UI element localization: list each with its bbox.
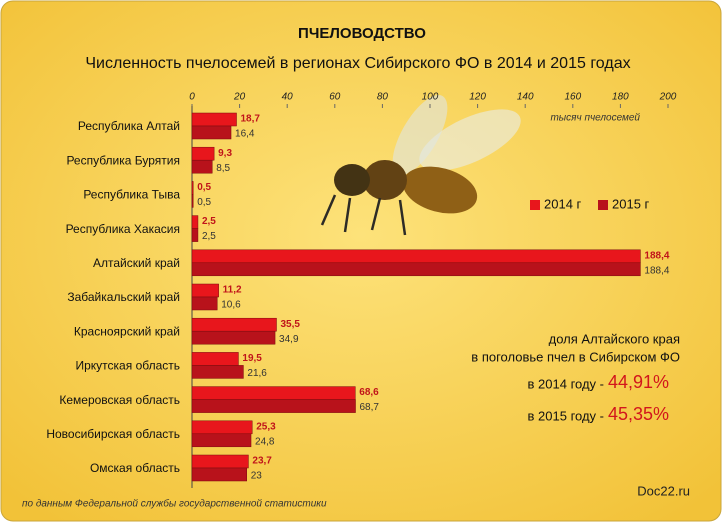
bar: [191, 283, 219, 298]
annotation: в 2015 году -: [528, 408, 604, 423]
bar: [191, 249, 641, 264]
x-tick-label: 180: [612, 92, 629, 103]
bar: [191, 296, 218, 311]
x-tick-label: 140: [517, 92, 534, 103]
bar: [191, 365, 244, 379]
x-tick-label: 160: [564, 92, 581, 103]
data-label: 23,7: [252, 456, 272, 467]
annotation: в 2014 году -: [528, 376, 604, 391]
x-tick-label: 0: [189, 92, 195, 103]
y-tick-label: Республика Алтай: [78, 119, 180, 133]
bar: [191, 420, 253, 435]
y-tick-label: Республика Тыва: [83, 188, 180, 202]
data-label: 10,6: [221, 300, 241, 311]
bar: [191, 146, 215, 161]
y-tick-label: Омская область: [90, 461, 180, 475]
data-label: 188,4: [644, 250, 669, 261]
bar: [191, 159, 213, 174]
chart-subtitle: Численность пчелосемей в регионах Сибирс…: [85, 55, 630, 72]
bar: [191, 386, 356, 400]
annotation-value: 45,35%: [608, 404, 669, 424]
data-label: 35,5: [280, 319, 300, 330]
data-label: 25,3: [256, 421, 276, 432]
y-tick-label: Республика Бурятия: [66, 153, 180, 167]
y-tick-label: Забайкальский край: [67, 290, 180, 304]
bar: [191, 194, 194, 208]
x-tick-label: 80: [377, 92, 389, 103]
annotation: в поголовье пчел в Сибирском ФО: [471, 349, 680, 364]
bar: [191, 352, 239, 366]
data-label: 34,9: [279, 334, 299, 345]
data-label: 11,2: [223, 285, 242, 296]
data-label: 23: [251, 471, 263, 482]
bar: [191, 433, 252, 448]
data-label: 0,5: [197, 197, 211, 208]
x-tick-label: 120: [469, 92, 486, 103]
data-label: 18,7: [241, 114, 261, 125]
bar: [191, 181, 194, 195]
y-tick-label: Иркутская область: [76, 359, 181, 373]
data-label: 2,5: [202, 216, 216, 227]
x-tick-label: 20: [233, 92, 246, 103]
data-label: 16,4: [235, 129, 255, 140]
annotation: доля Алтайского края: [549, 331, 680, 346]
y-tick-label: Алтайский край: [93, 256, 180, 270]
x-tick-label: 60: [329, 92, 341, 103]
axis-label: тысяч пчелосемей: [550, 113, 640, 124]
data-label: 188,4: [644, 265, 669, 276]
watermark: Doc22.ru: [637, 483, 690, 498]
y-tick-label: Кемеровская область: [59, 393, 180, 407]
bar: [191, 454, 249, 469]
data-label: 24,8: [255, 436, 275, 447]
data-label: 68,6: [359, 387, 379, 398]
y-tick-label: Республика Хакасия: [66, 222, 180, 236]
x-tick-label: 40: [282, 92, 294, 103]
bar: [191, 112, 237, 127]
bee-illustration: [320, 95, 521, 236]
x-tick-label: 200: [659, 92, 677, 103]
bar: [191, 330, 276, 345]
bar: [191, 262, 641, 277]
data-label: 8,5: [216, 163, 230, 174]
data-label: 21,6: [247, 368, 267, 379]
bar: [191, 228, 199, 242]
annotation-value: 44,91%: [608, 372, 669, 392]
chart-title: ПЧЕЛОВОДСТВО: [298, 25, 426, 42]
data-label: 0,5: [197, 182, 211, 193]
bar: [191, 467, 247, 482]
data-label: 9,3: [218, 148, 232, 159]
x-tick-label: 100: [422, 92, 439, 103]
bar: [191, 125, 232, 140]
y-tick-label: Красноярский край: [74, 324, 180, 338]
data-label: 19,5: [242, 353, 262, 364]
y-tick-label: Новосибирская область: [46, 427, 180, 441]
bar: [191, 317, 277, 332]
bar: [191, 399, 356, 413]
data-label: 68,7: [360, 402, 380, 413]
data-label: 2,5: [202, 231, 216, 242]
bar: [191, 215, 199, 229]
legend-label: 2014 г: [544, 196, 582, 211]
source: по данным Федеральной службы государстве…: [22, 498, 327, 510]
legend-swatch: [530, 200, 540, 210]
legend-swatch: [598, 200, 608, 210]
legend-label: 2015 г: [612, 196, 650, 211]
